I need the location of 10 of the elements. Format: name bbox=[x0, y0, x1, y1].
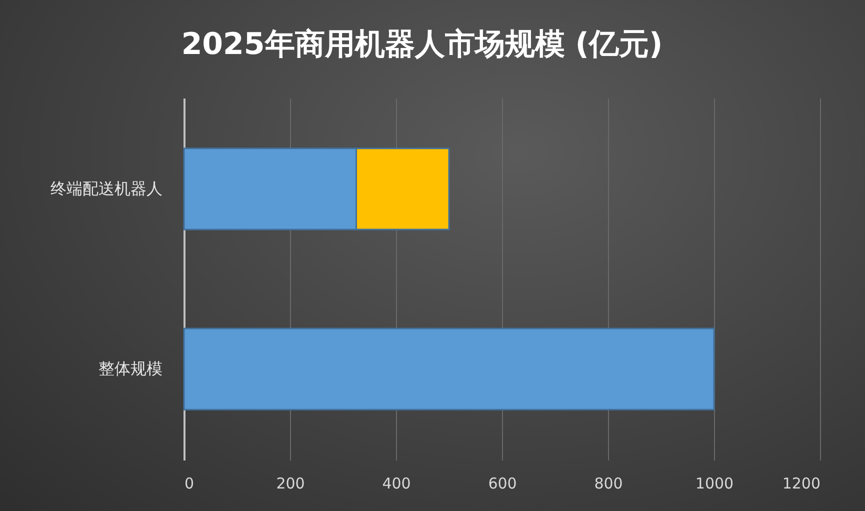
x-tick-label: 1200 bbox=[782, 474, 820, 492]
x-tick-label: 400 bbox=[382, 474, 411, 492]
x-tick-label: 800 bbox=[594, 474, 623, 492]
y-tick-label: 整体规模 bbox=[98, 359, 162, 378]
x-tick-label: 600 bbox=[488, 474, 517, 492]
x-tick-label: 0 bbox=[184, 474, 194, 492]
y-tick-label: 终端配送机器人 bbox=[50, 178, 162, 198]
chart-title: 2025年商用机器人市场规模 (亿元) bbox=[181, 27, 663, 62]
x-tick-label: 1000 bbox=[695, 474, 734, 492]
x-tick-label: 200 bbox=[276, 474, 305, 492]
